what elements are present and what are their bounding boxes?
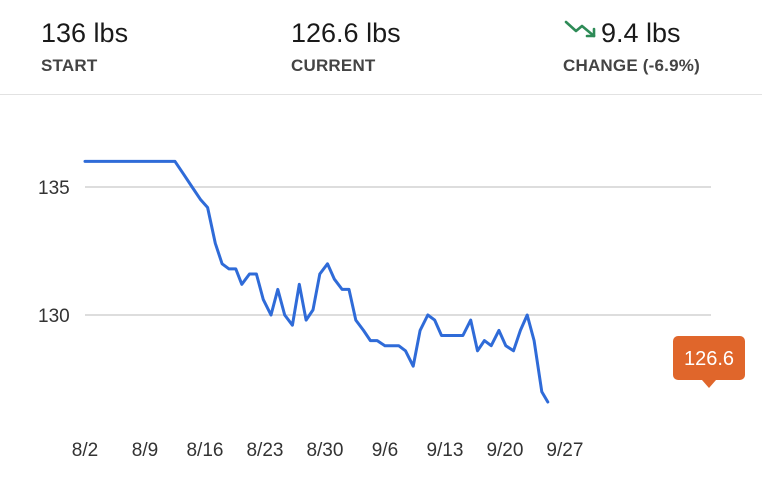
start-weight-value: 136 lbs (41, 18, 129, 48)
x-tick-label: 8/2 (72, 440, 98, 461)
callout-pointer (702, 380, 716, 388)
y-axis-ticks: 130 135 (38, 178, 70, 327)
series-layer (83, 159, 550, 404)
y-tick-label: 135 (38, 178, 70, 199)
change-weight-value: 9.4 lbs (601, 18, 681, 48)
weight-line-chart: 130 135 8/2 8/9 8/16 8/23 8/30 9/6 9/13 9/20 9/27… (38, 159, 745, 461)
x-tick-label: 8/9 (132, 440, 158, 461)
current-stat: 126.6 lbs CURRENT (291, 16, 401, 76)
start-weight-label: START (41, 56, 98, 75)
stats-header: 136 lbs START 126.6 lbs CURRENT 9.4 lbs … (0, 0, 762, 95)
callout-value-label: 126.6 (684, 348, 734, 370)
x-tick-label: 9/20 (486, 440, 523, 461)
change-stat: 9.4 lbs CHANGE (-6.9%) (563, 16, 700, 76)
x-tick-label: 9/27 (546, 440, 583, 461)
current-weight-value: 126.6 lbs (291, 18, 401, 48)
x-tick-label: 8/23 (246, 440, 283, 461)
current-value-callout: 126.6 (673, 336, 745, 388)
change-weight-label: CHANGE (-6.9%) (563, 56, 700, 75)
start-stat: 136 lbs START (41, 16, 128, 76)
x-axis-ticks: 8/2 8/9 8/16 8/23 8/30 9/6 9/13 9/20 9/27 (72, 440, 584, 461)
weight-series-line (83, 159, 550, 404)
x-tick-label: 8/30 (306, 440, 343, 461)
callout-bubble (673, 336, 745, 380)
x-tick-label: 8/16 (186, 440, 223, 461)
x-tick-label: 9/13 (426, 440, 463, 461)
trending-down-icon (564, 20, 596, 38)
current-weight-label: CURRENT (291, 56, 376, 75)
x-tick-label: 9/6 (372, 440, 398, 461)
gridlines (85, 186, 711, 316)
y-tick-label: 130 (38, 306, 70, 327)
